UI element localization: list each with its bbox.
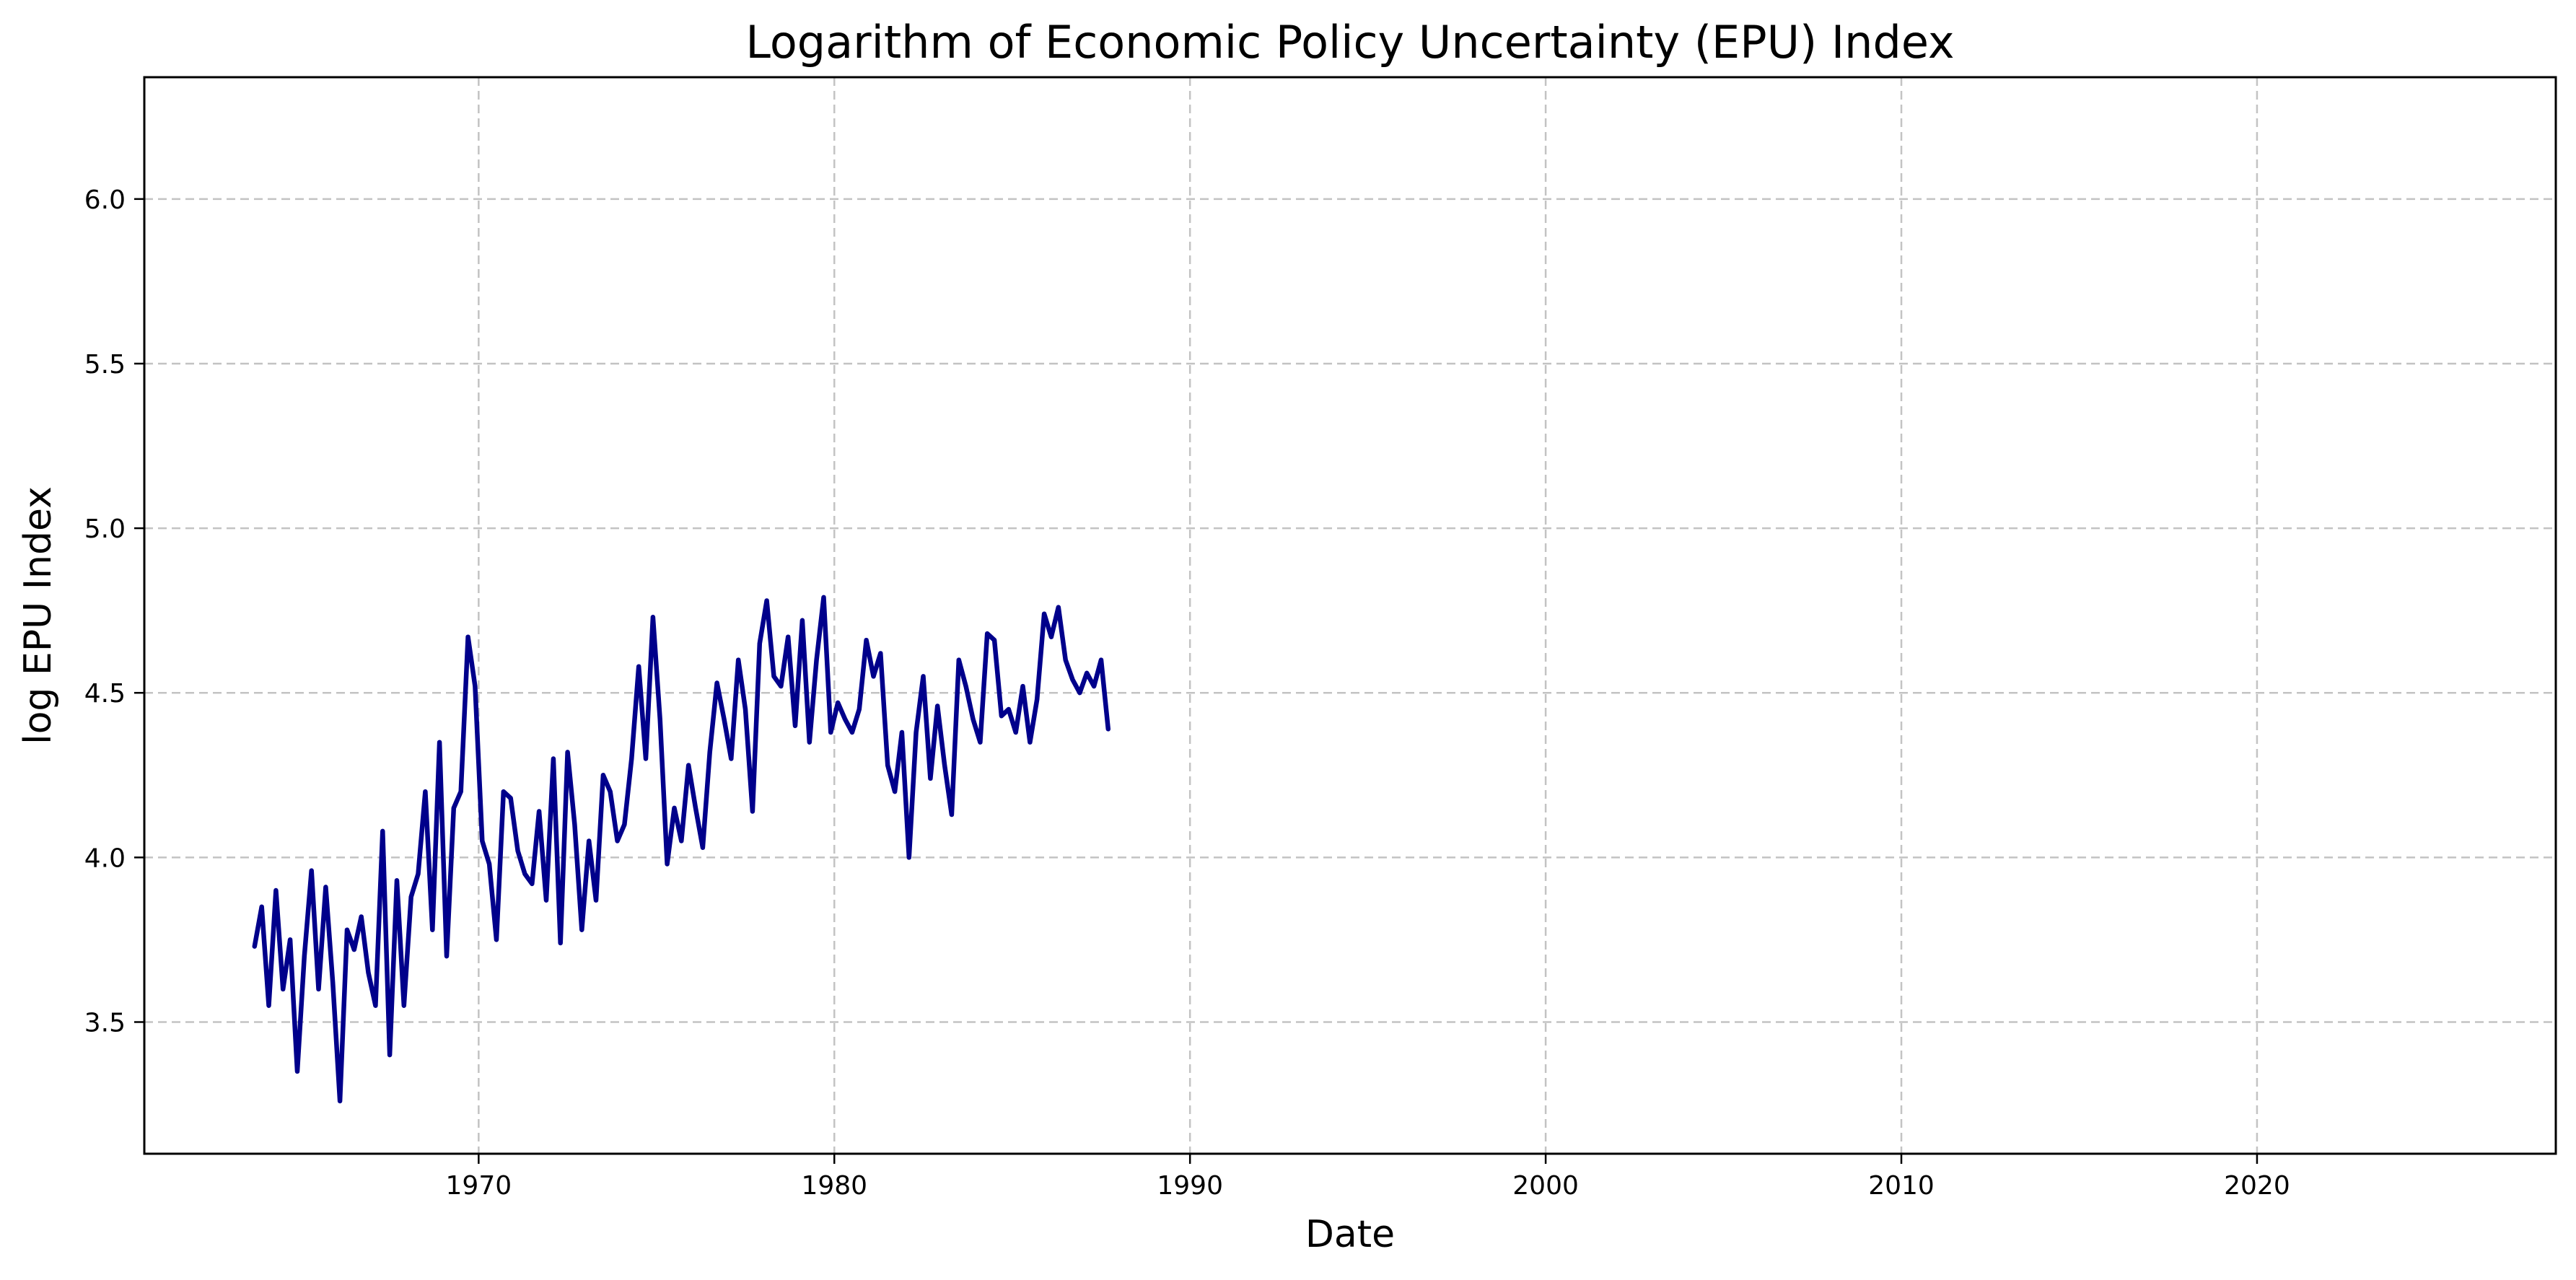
x-tick-label: 1970 <box>446 1171 512 1201</box>
y-tick-label: 3.5 <box>84 1008 126 1038</box>
axis-ticks: 1970 1980 1990 2000 2010 2020 3.5 4.0 4.5 5.0 5.5 6… <box>84 185 2290 1201</box>
y-axis-label: log EPU Index <box>17 486 60 745</box>
plot-frame <box>143 76 2557 1155</box>
y-tick-label: 5.0 <box>84 514 126 544</box>
y-tick-label: 4.0 <box>84 843 126 873</box>
epu-log-series-line <box>252 595 1111 1104</box>
y-tick-label: 4.5 <box>84 679 126 709</box>
x-tick-label: 2020 <box>2224 1171 2290 1201</box>
x-tick-label: 1980 <box>801 1171 867 1201</box>
x-tick-label: 2010 <box>1868 1171 1935 1201</box>
x-tick-label: 2000 <box>1512 1171 1579 1201</box>
y-tick-label: 6.0 <box>84 185 126 215</box>
x-tick-label: 1990 <box>1157 1171 1223 1201</box>
x-axis-label: Date <box>1305 1213 1395 1256</box>
y-tick-label: 5.5 <box>84 350 126 380</box>
gridlines <box>144 77 2556 1154</box>
chart-title: Logarithm of Economic Policy Uncertainty… <box>745 16 1954 69</box>
